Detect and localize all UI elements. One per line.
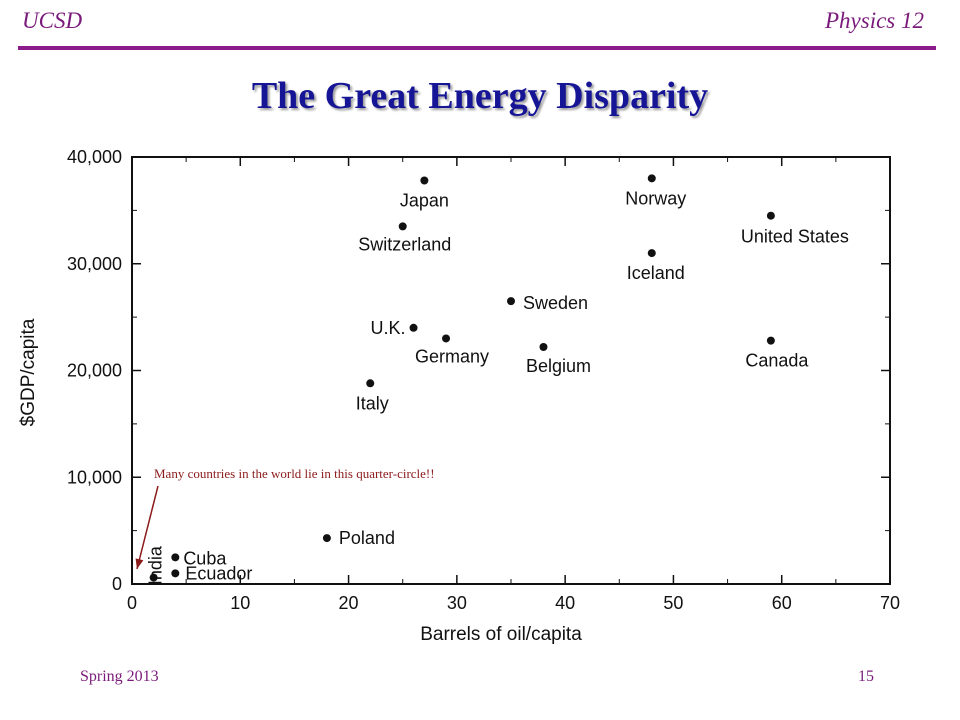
header-divider — [18, 46, 936, 50]
y-tick-label: 20,000 — [67, 361, 122, 381]
data-point — [766, 336, 775, 345]
point-label: Ecuador — [185, 563, 252, 583]
y-tick-label: 30,000 — [67, 254, 122, 274]
point-label: India — [146, 545, 166, 585]
y-tick-label: 0 — [112, 574, 122, 594]
point-label: Belgium — [526, 356, 591, 376]
x-tick-label: 40 — [555, 593, 575, 613]
point-label: Sweden — [523, 293, 588, 313]
y-axis-label: $GDP/capita — [18, 318, 39, 426]
data-point — [171, 553, 180, 562]
data-point — [409, 323, 418, 332]
data-point — [366, 379, 375, 388]
data-point — [539, 343, 548, 352]
x-tick-label: 20 — [339, 593, 359, 613]
header-school: UCSD — [22, 8, 83, 33]
data-point — [322, 534, 331, 543]
y-tick-label: 40,000 — [67, 147, 122, 167]
data-point — [507, 297, 515, 306]
point-label: Poland — [339, 528, 395, 548]
footer-date: Spring 2013 — [80, 668, 159, 685]
x-tick-label: 70 — [880, 593, 900, 613]
data-point — [149, 573, 158, 582]
point-label: Cuba — [183, 548, 227, 568]
data-point — [647, 249, 656, 258]
data-point — [442, 334, 451, 343]
point-label: Italy — [356, 393, 389, 413]
point-label: United States — [741, 227, 849, 247]
x-tick-label: 10 — [230, 593, 250, 613]
point-label: Switzerland — [358, 234, 451, 254]
annotation-arrow — [136, 485, 159, 570]
data-point — [647, 174, 656, 183]
x-tick-label: 30 — [447, 593, 467, 613]
x-tick-label: 0 — [127, 593, 137, 613]
point-label: Germany — [415, 346, 489, 366]
point-label: Japan — [400, 190, 449, 210]
footer-page-number: 15 — [858, 668, 874, 685]
x-tick-label: 50 — [663, 593, 683, 613]
annotation-text: Many countries in the world lie in this … — [154, 466, 435, 481]
point-label: Iceland — [627, 263, 685, 283]
y-tick-label: 10,000 — [67, 467, 122, 487]
data-point — [171, 569, 180, 578]
data-point — [398, 222, 407, 231]
slide-title: The Great Energy Disparity — [251, 75, 709, 117]
point-label: U.K. — [371, 318, 406, 338]
data-point — [420, 176, 429, 185]
x-axis-label: Barrels of oil/capita — [420, 624, 582, 645]
x-tick-label: 60 — [772, 593, 792, 613]
point-label: Norway — [625, 188, 686, 208]
point-label: Canada — [745, 351, 809, 371]
annotation-arrowhead — [135, 558, 144, 569]
header-course: Physics 12 — [824, 8, 924, 33]
data-point — [766, 211, 775, 220]
